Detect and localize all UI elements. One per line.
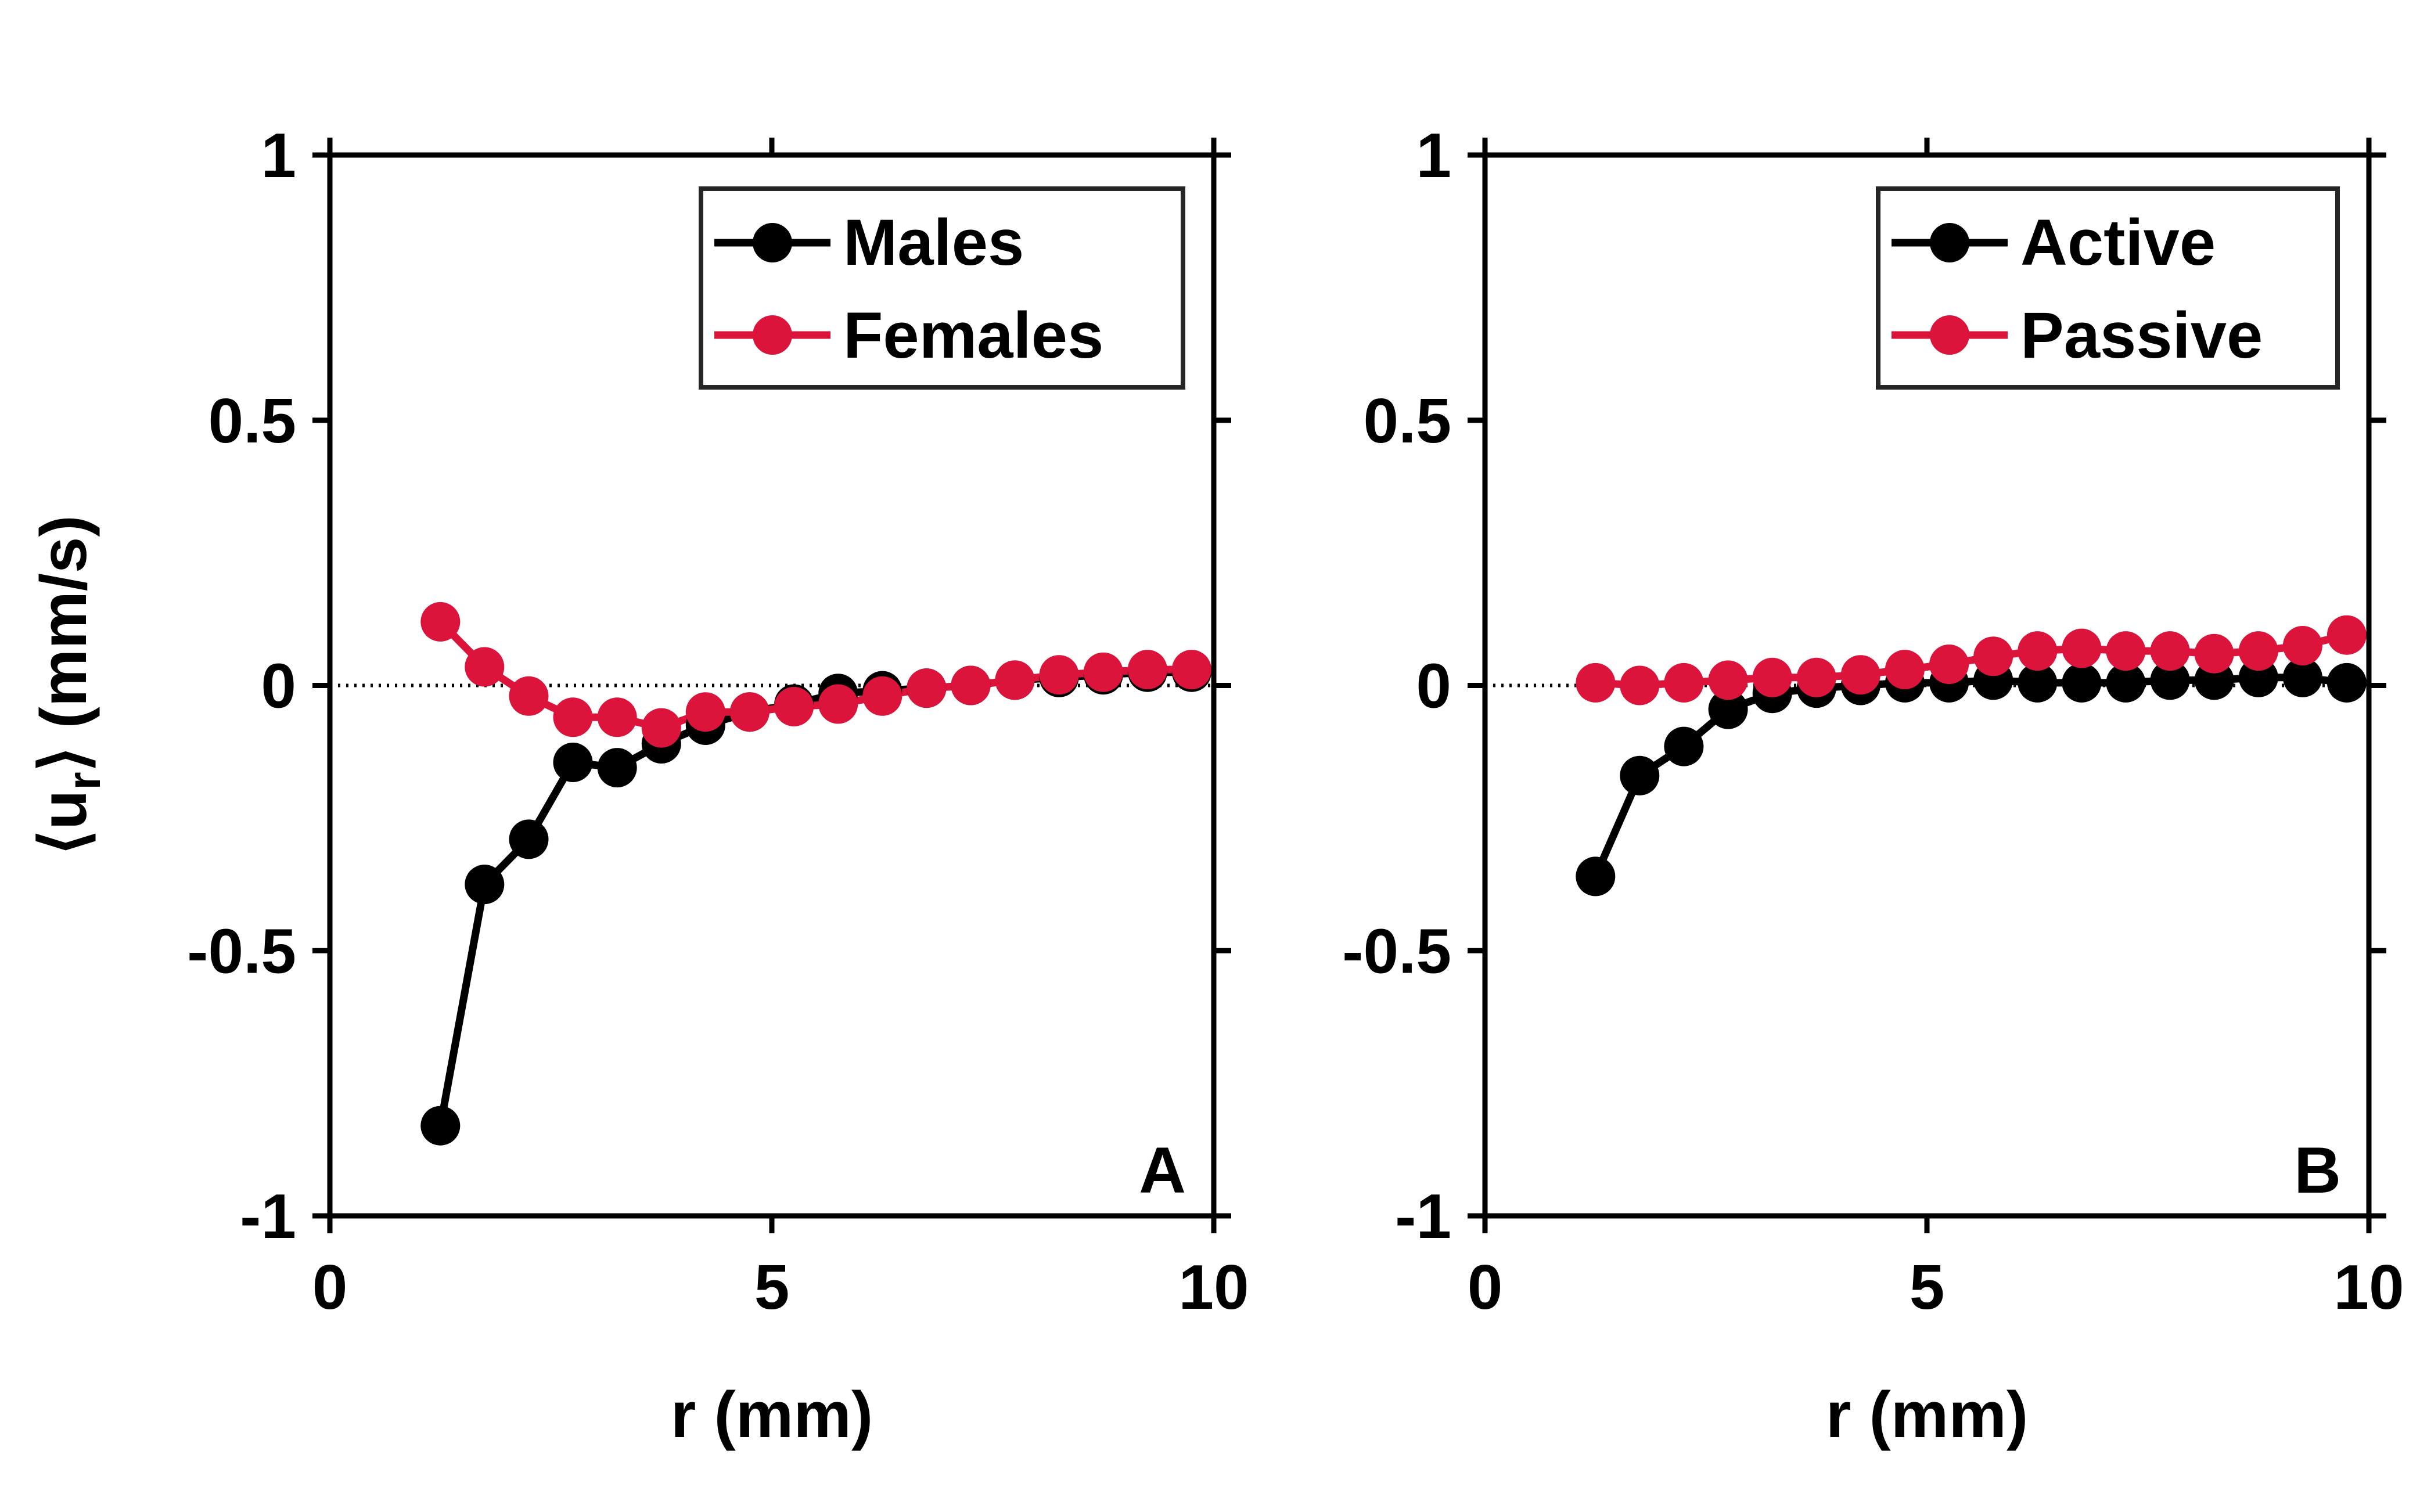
- x-axis-label-a: r (mm): [671, 1378, 873, 1451]
- data-point-active: [1576, 856, 1616, 897]
- data-point-active: [1620, 755, 1660, 795]
- y-tick-label: -1: [1395, 1181, 1451, 1252]
- legend-label-females: Females: [843, 299, 1103, 372]
- x-tick-label: 5: [1910, 1252, 1945, 1323]
- data-point-males: [420, 1106, 461, 1146]
- panel-a: 0 5 10 -1 -0.5 0 0.5 1 Males Females A r (mm) ⟨…: [27, 120, 1249, 1451]
- legend-box: [699, 186, 1185, 390]
- y-tick-label: 0: [1416, 651, 1451, 722]
- data-point-females: [597, 697, 637, 737]
- y-tick-label: 1: [1416, 120, 1451, 191]
- legend-label-active: Active: [2020, 206, 2216, 279]
- x-tick-label: 5: [754, 1252, 790, 1323]
- data-point-passive: [2150, 631, 2190, 671]
- y-axis-label-main: ⟨u: [27, 790, 100, 855]
- panel-b: 0 5 10 -1 -0.5 0 0.5 1 Active Passive B r (mm): [1342, 120, 2404, 1451]
- data-point-passive: [1752, 657, 1792, 697]
- data-point-males: [509, 819, 549, 859]
- data-point-females: [774, 687, 814, 726]
- data-point-active: [2106, 663, 2146, 703]
- data-point-passive: [2326, 615, 2367, 655]
- x-tick-label: 0: [312, 1252, 348, 1323]
- y-tick-label: 1: [261, 120, 296, 191]
- y-tick-label: 0.5: [208, 386, 296, 456]
- legend-marker-active: [1930, 223, 1969, 262]
- legend-label-passive: Passive: [2020, 299, 2263, 372]
- y-tick-label: -1: [240, 1181, 296, 1252]
- data-point-active: [1708, 689, 1748, 729]
- legend-panel-b: Active Passive: [1876, 186, 2340, 390]
- data-point-females: [465, 647, 505, 687]
- data-point-females: [818, 684, 858, 724]
- data-point-males: [597, 748, 637, 788]
- panel-label-a: A: [1139, 1134, 1186, 1207]
- legend-marker-males: [753, 223, 792, 262]
- data-point-passive: [1708, 660, 1748, 700]
- legend-label-males: Males: [843, 206, 1024, 279]
- y-axis-label-subscript: r: [58, 772, 110, 790]
- data-point-males: [553, 743, 593, 782]
- data-point-passive: [1840, 655, 1880, 695]
- data-point-passive: [1664, 663, 1704, 703]
- data-point-active: [2018, 663, 2058, 703]
- data-point-passive: [1929, 645, 1969, 684]
- data-point-passive: [1620, 665, 1660, 705]
- data-point-passive: [1885, 650, 1925, 690]
- data-point-passive: [2282, 626, 2322, 665]
- data-point-active: [1664, 726, 1704, 766]
- x-tick-label: 10: [2333, 1252, 2404, 1323]
- y-tick-label: 0.5: [1363, 386, 1451, 456]
- data-point-females: [862, 676, 902, 716]
- data-point-active: [2282, 657, 2322, 697]
- data-point-females: [907, 668, 947, 708]
- data-point-passive: [1973, 636, 2013, 676]
- legend-marker-passive: [1930, 315, 1969, 355]
- data-point-passive: [1576, 663, 1616, 703]
- data-point-females: [1171, 650, 1211, 690]
- y-axis-label: ⟨ur⟩ (mm/s): [27, 515, 110, 855]
- x-tick-label: 10: [1178, 1252, 1249, 1323]
- data-point-females: [420, 602, 461, 642]
- x-tick-label: 0: [1468, 1252, 1503, 1323]
- data-point-passive: [2194, 633, 2234, 674]
- legend-panel-a: Males Females: [699, 186, 1185, 390]
- y-axis-label-tail: ⟩ (mm/s): [27, 515, 100, 772]
- data-point-passive: [2062, 628, 2102, 668]
- data-point-passive: [2238, 631, 2278, 671]
- data-point-passive: [2106, 631, 2146, 671]
- data-point-passive: [1796, 657, 1836, 697]
- data-point-males: [465, 865, 505, 905]
- legend-box: [1876, 186, 2340, 390]
- data-point-passive: [2018, 631, 2058, 671]
- data-point-females: [1083, 652, 1123, 692]
- data-point-females: [729, 692, 769, 732]
- data-point-females: [1127, 650, 1167, 690]
- y-tick-label: -0.5: [1342, 916, 1451, 987]
- data-point-active: [2150, 660, 2190, 700]
- x-axis-label-b: r (mm): [1826, 1378, 2028, 1451]
- y-tick-label: -0.5: [187, 916, 296, 987]
- data-point-females: [553, 697, 593, 737]
- legend-marker-females: [753, 315, 792, 355]
- data-point-females: [509, 676, 549, 716]
- data-point-females: [1039, 655, 1079, 695]
- data-point-active: [2062, 663, 2102, 703]
- data-point-active: [2326, 663, 2367, 703]
- data-point-females: [641, 708, 681, 748]
- data-point-females: [685, 692, 725, 732]
- panel-label-b: B: [2294, 1134, 2341, 1207]
- y-tick-label: 0: [261, 651, 296, 722]
- data-point-females: [951, 665, 991, 705]
- data-point-females: [995, 660, 1035, 700]
